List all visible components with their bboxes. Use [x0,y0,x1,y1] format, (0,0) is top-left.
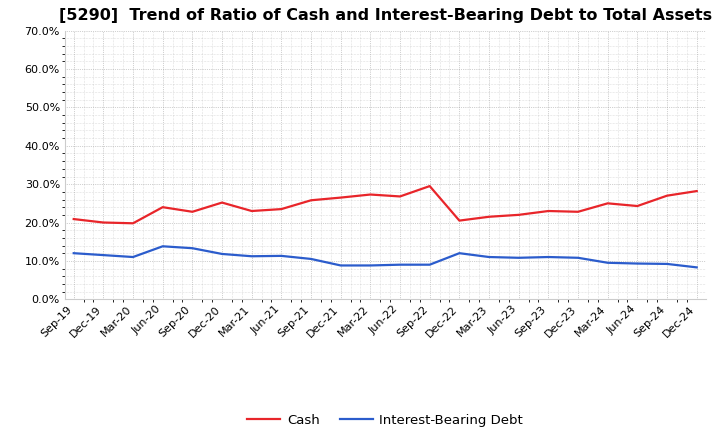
Interest-Bearing Debt [217,251,226,257]
Cash [129,220,138,226]
Interest-Bearing Debt [188,246,197,251]
Interest-Bearing Debt [248,253,256,259]
Interest-Bearing Debt [277,253,286,259]
Legend: Cash, Interest-Bearing Debt: Cash, Interest-Bearing Debt [242,409,528,432]
Cash [158,205,167,210]
Interest-Bearing Debt [307,256,315,261]
Line: Cash: Cash [73,186,697,223]
Cash [662,193,671,198]
Interest-Bearing Debt [129,254,138,260]
Interest-Bearing Debt [693,265,701,270]
Interest-Bearing Debt [396,262,405,268]
Interest-Bearing Debt [544,254,553,260]
Cash [603,201,612,206]
Interest-Bearing Debt [426,262,434,268]
Cash [544,209,553,214]
Interest-Bearing Debt [485,254,493,260]
Cash [277,206,286,212]
Interest-Bearing Debt [336,263,345,268]
Cash [514,212,523,217]
Cash [693,188,701,194]
Interest-Bearing Debt [158,244,167,249]
Cash [366,192,374,197]
Interest-Bearing Debt [99,253,108,258]
Cash [485,214,493,220]
Cash [69,216,78,222]
Cash [307,198,315,203]
Cash [217,200,226,205]
Interest-Bearing Debt [366,263,374,268]
Line: Interest-Bearing Debt: Interest-Bearing Debt [73,246,697,268]
Cash [99,220,108,225]
Interest-Bearing Debt [69,250,78,256]
Cash [574,209,582,214]
Cash [426,183,434,189]
Interest-Bearing Debt [514,255,523,260]
Interest-Bearing Debt [574,255,582,260]
Interest-Bearing Debt [633,261,642,266]
Cash [633,203,642,209]
Cash [455,218,464,223]
Title: [5290]  Trend of Ratio of Cash and Interest-Bearing Debt to Total Assets: [5290] Trend of Ratio of Cash and Intere… [58,7,712,23]
Interest-Bearing Debt [455,250,464,256]
Cash [188,209,197,214]
Interest-Bearing Debt [603,260,612,265]
Cash [248,209,256,214]
Interest-Bearing Debt [662,261,671,267]
Cash [336,195,345,200]
Cash [396,194,405,199]
